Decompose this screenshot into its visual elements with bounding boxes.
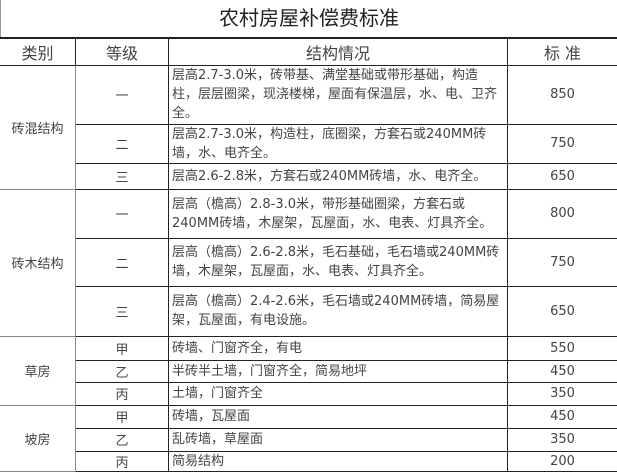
standard-cell: 350 bbox=[508, 382, 617, 405]
standard-cell: 350 bbox=[508, 428, 617, 451]
grade-cell: 三 bbox=[76, 163, 169, 189]
grade-cell: 二 bbox=[76, 124, 169, 163]
structure-cell: 层高2.7-3.0米，砖带基、满堂基础或带形基础，构造柱，层层圈梁，现浇楼梯，屋… bbox=[169, 65, 508, 124]
table-row: 三层高（檐高）2.4-2.6米，毛石墙或240MM砖墙，简易屋架，瓦屋面，有电设… bbox=[0, 286, 617, 336]
category-cell: 草房 bbox=[0, 336, 76, 405]
grade-cell: 二 bbox=[76, 238, 169, 286]
standard-cell: 200 bbox=[508, 451, 617, 471]
structure-cell: 简易结构 bbox=[169, 451, 508, 471]
category-cell: 坡房 bbox=[0, 405, 76, 471]
grade-cell: 乙 bbox=[76, 428, 169, 451]
page-title: 农村房屋补偿费标准 bbox=[0, 0, 617, 37]
header-standard: 标 准 bbox=[508, 38, 617, 65]
standard-cell: 750 bbox=[508, 124, 617, 163]
category-cell: 砖混结构 bbox=[0, 65, 76, 189]
table-row: 二层高（檐高）2.6-2.8米，毛石基础，毛石墙或240MM砖墙，木屋架，瓦屋面… bbox=[0, 238, 617, 286]
grade-cell: 三 bbox=[76, 286, 169, 336]
header-row: 类别 等级 结构情况 标 准 bbox=[0, 38, 617, 65]
structure-cell: 层高（檐高）2.8-3.0米，带形基础圈梁，方套石或240MM砖墙，木屋架，瓦屋… bbox=[169, 189, 508, 238]
standard-cell: 750 bbox=[508, 238, 617, 286]
structure-cell: 土墙，门窗齐全 bbox=[169, 382, 508, 405]
grade-cell: 丙 bbox=[76, 382, 169, 405]
structure-cell: 乱砖墙，草屋面 bbox=[169, 428, 508, 451]
standard-cell: 550 bbox=[508, 336, 617, 360]
header-structure: 结构情况 bbox=[169, 38, 508, 65]
grade-cell: 乙 bbox=[76, 360, 169, 382]
structure-cell: 层高2.7-3.0米，构造柱，底圈梁，方套石或240MM砖墙，水、电齐全。 bbox=[169, 124, 508, 163]
structure-cell: 层高2.6-2.8米，方套石或240MM砖墙，水、电齐全。 bbox=[169, 163, 508, 189]
standard-cell: 650 bbox=[508, 286, 617, 336]
table-row: 砖木结构一层高（檐高）2.8-3.0米，带形基础圈梁，方套石或240MM砖墙，木… bbox=[0, 189, 617, 238]
standard-cell: 450 bbox=[508, 405, 617, 428]
structure-cell: 砖墙，瓦屋面 bbox=[169, 405, 508, 428]
category-cell: 砖木结构 bbox=[0, 189, 76, 336]
structure-cell: 半砖半土墙，门窗齐全，简易地坪 bbox=[169, 360, 508, 382]
standard-cell: 800 bbox=[508, 189, 617, 238]
header-category: 类别 bbox=[0, 38, 76, 65]
table-row: 砖混结构一层高2.7-3.0米，砖带基、满堂基础或带形基础，构造柱，层层圈梁，现… bbox=[0, 65, 617, 124]
standard-cell: 450 bbox=[508, 360, 617, 382]
standard-cell: 650 bbox=[508, 163, 617, 189]
table-row: 二层高2.7-3.0米，构造柱，底圈梁，方套石或240MM砖墙，水、电齐全。75… bbox=[0, 124, 617, 163]
grade-cell: 甲 bbox=[76, 336, 169, 360]
table-row: 三层高2.6-2.8米，方套石或240MM砖墙，水、电齐全。650 bbox=[0, 163, 617, 189]
structure-cell: 层高（檐高）2.6-2.8米，毛石基础，毛石墙或240MM砖墙，木屋架，瓦屋面，… bbox=[169, 238, 508, 286]
header-grade: 等级 bbox=[76, 38, 169, 65]
structure-cell: 层高（檐高）2.4-2.6米，毛石墙或240MM砖墙，简易屋架，瓦屋面，有电设施… bbox=[169, 286, 508, 336]
structure-cell: 砖墙、门窗齐全，有电 bbox=[169, 336, 508, 360]
grade-cell: 一 bbox=[76, 65, 169, 124]
compensation-table: 类别 等级 结构情况 标 准 砖混结构一层高2.7-3.0米，砖带基、满堂基础或… bbox=[0, 37, 617, 472]
grade-cell: 丙 bbox=[76, 451, 169, 471]
standard-cell: 850 bbox=[508, 65, 617, 124]
grade-cell: 甲 bbox=[76, 405, 169, 428]
grade-cell: 一 bbox=[76, 189, 169, 238]
